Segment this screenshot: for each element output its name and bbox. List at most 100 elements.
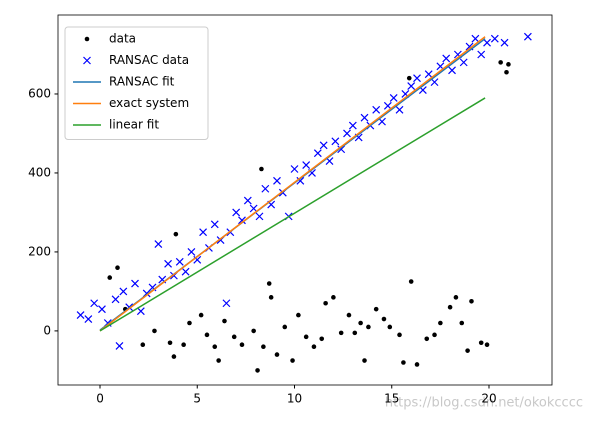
dot-point — [261, 344, 266, 349]
legend-label: data — [109, 32, 136, 46]
dot-point — [239, 342, 245, 348]
y-tick-label: 0 — [43, 323, 51, 337]
fit-line — [99, 36, 486, 332]
dot-point — [319, 336, 325, 342]
dot-point — [504, 69, 509, 75]
dot-point — [366, 324, 371, 330]
cross-point — [395, 105, 404, 114]
cross-point — [296, 176, 305, 185]
legend-label: exact system — [109, 96, 189, 110]
dot-point — [255, 368, 260, 373]
dot-point — [408, 279, 414, 284]
cross-point — [372, 105, 381, 114]
dot-point — [352, 330, 358, 336]
dot-point — [484, 342, 490, 348]
cross-point — [424, 70, 433, 79]
dot-point — [311, 344, 317, 349]
dot-point — [303, 334, 309, 340]
legend-dot — [84, 36, 90, 42]
y-tick-label: 600 — [28, 86, 51, 100]
dot-point — [346, 312, 352, 318]
dot-point — [198, 312, 204, 318]
dot-point — [358, 320, 363, 326]
legend-box — [64, 26, 209, 140]
dot-point — [397, 332, 402, 338]
dot-point — [406, 75, 412, 81]
dot-point — [296, 312, 301, 318]
cross-point — [90, 299, 99, 308]
cross-point — [261, 184, 270, 193]
dot-point — [387, 324, 393, 330]
x-tick-label: 20 — [481, 392, 496, 406]
dot-point — [338, 330, 344, 336]
dot-point — [231, 334, 237, 340]
dot-point — [438, 320, 443, 326]
cross-point — [154, 240, 163, 248]
cross-point — [490, 34, 499, 43]
dot-point — [469, 298, 474, 304]
dot-point — [424, 336, 430, 342]
x-tick-label: 15 — [384, 392, 399, 406]
dot-point — [362, 358, 367, 363]
cross-point — [181, 267, 190, 276]
dot-point — [447, 304, 453, 310]
dot-point — [259, 166, 264, 172]
cross-point — [210, 220, 219, 229]
dot-point — [331, 295, 336, 300]
legend-label: RANSAC data — [109, 53, 189, 67]
dot-point — [401, 360, 406, 365]
x-tick-label: 10 — [287, 392, 302, 406]
cross-point — [119, 287, 128, 296]
cross-point — [164, 259, 173, 268]
x-tick-label: 5 — [193, 392, 201, 406]
legend-item: RANSAC fit — [73, 75, 175, 89]
cross-point — [136, 307, 145, 316]
cross-point — [199, 228, 208, 237]
cross-point — [84, 315, 93, 323]
cross-point — [313, 149, 322, 158]
cross-point — [243, 196, 252, 205]
cross-point — [442, 54, 451, 63]
cross-point — [76, 311, 85, 320]
legend-cross — [83, 56, 91, 65]
cross-point — [255, 212, 264, 221]
dot-point — [453, 295, 459, 300]
cross-point — [131, 279, 139, 288]
cross-point — [383, 101, 392, 110]
y-tick-label: 400 — [28, 165, 51, 179]
cross-point — [448, 66, 456, 75]
dot-point — [323, 300, 328, 306]
watermark: https://blog.csdn.net/okokcccc — [385, 396, 583, 411]
cross-point — [290, 165, 299, 173]
dot-point — [498, 60, 503, 65]
cross-point — [500, 38, 509, 47]
legend-label: RANSAC fit — [109, 75, 175, 89]
dot-point — [171, 354, 177, 359]
dot-point — [373, 306, 379, 312]
plot-area — [76, 32, 532, 373]
dot-point — [140, 342, 146, 348]
cross-point — [430, 78, 439, 87]
cross-point — [477, 50, 486, 59]
cross-point — [319, 141, 328, 150]
x-tick-label: 0 — [96, 392, 104, 406]
dot-point — [478, 340, 484, 346]
dot-point — [251, 328, 256, 334]
cross-point — [407, 82, 416, 91]
dot-point — [222, 318, 227, 324]
cross-point — [523, 32, 532, 41]
dot-point — [459, 320, 465, 326]
cross-point — [331, 137, 340, 146]
cross-point — [302, 161, 311, 169]
dot-point — [381, 316, 387, 322]
cross-point — [175, 257, 184, 266]
dot-point — [266, 281, 272, 286]
dot-point — [107, 275, 113, 280]
dot-point — [216, 358, 221, 363]
legend-label: linear fit — [109, 118, 159, 132]
cross-point — [459, 58, 468, 67]
legend-item: RANSAC data — [83, 53, 189, 67]
cross-point — [115, 341, 124, 350]
dot-point — [414, 362, 420, 367]
